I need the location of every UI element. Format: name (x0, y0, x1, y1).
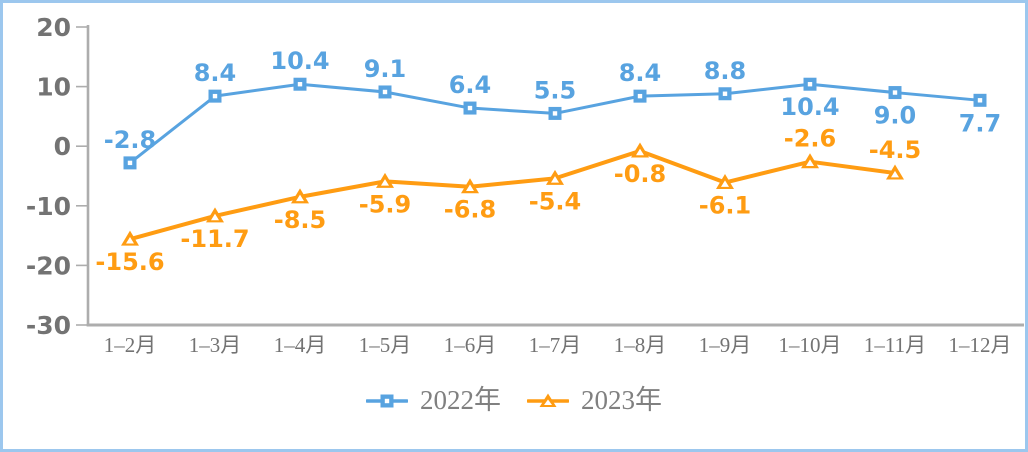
square-marker-center (382, 89, 388, 95)
x-tick-label: 1–4月 (274, 333, 327, 357)
legend-label-2023: 2023年 (581, 385, 662, 415)
value-label: -2.6 (784, 125, 836, 153)
triangle-marker-center (806, 159, 814, 166)
x-tick-label: 1–10月 (779, 333, 842, 357)
y-tick-label: 10 (36, 73, 71, 102)
value-label: -11.7 (180, 225, 249, 253)
value-label: 9.1 (364, 55, 407, 83)
square-marker-center (807, 82, 813, 87)
value-label: 5.5 (534, 76, 577, 104)
value-label: 8.4 (619, 59, 662, 87)
square-marker-center (977, 98, 983, 103)
value-label: -2.8 (104, 126, 156, 154)
legend-square-marker-icon (366, 394, 408, 407)
x-tick-label: 1–6月 (444, 333, 497, 357)
y-tick-label: 0 (54, 132, 71, 161)
triangle-marker-center (381, 179, 389, 186)
triangle-marker-center (551, 176, 559, 183)
series-2023年: -15.6 -11.7 -8.5 -5.9 -6.8 -5.4 -0.8 -6.1 -2.6 -4… (95, 125, 921, 276)
x-tick-label: 1–12月 (949, 333, 1012, 357)
y-tick-label: -30 (26, 311, 71, 340)
y-tick-label: -20 (26, 251, 71, 280)
x-tick-label: 1–9月 (699, 333, 752, 357)
value-label: 7.7 (959, 109, 1002, 137)
value-label: -6.8 (444, 196, 496, 224)
series-line (128, 148, 897, 242)
line-chart-canvas: 20 10 0 -10 -20 -30 1–2月 1–3月 1–4月 1–5月 1–6月 1–7月 1–… (26, 13, 1024, 357)
value-label: 8.8 (704, 57, 747, 85)
value-label: 8.4 (194, 59, 237, 87)
value-label: -6.1 (699, 192, 751, 220)
legend-item-2022[interactable]: 2022年 (366, 387, 501, 414)
triangle-marker-center (126, 236, 134, 244)
x-tick-label: 1–8月 (614, 333, 667, 357)
value-label: 10.4 (780, 93, 839, 121)
value-label: -4.5 (869, 136, 921, 164)
value-label: -0.8 (614, 160, 666, 188)
legend-label-2022: 2022年 (420, 385, 501, 415)
x-tick-label: 1–3月 (189, 333, 242, 357)
triangle-marker-center (636, 148, 644, 156)
legend-item-2023[interactable]: 2023年 (527, 387, 662, 414)
value-label: -5.4 (529, 187, 581, 215)
triangle-marker-center (466, 184, 474, 192)
x-tick-label: 1–2月 (104, 333, 157, 357)
x-tick-label: 1–7月 (529, 333, 582, 357)
square-marker-center (297, 82, 303, 87)
triangle-marker-center (296, 194, 304, 202)
square-marker-center (892, 90, 898, 95)
triangle-marker-center (721, 180, 729, 187)
square-marker-center (127, 160, 133, 166)
legend: 2022年 2023年 (3, 387, 1025, 414)
legend-triangle-marker-icon (527, 393, 569, 407)
square-marker-center (212, 93, 218, 99)
x-tick-label: 1–11月 (864, 333, 926, 357)
value-label: -5.9 (359, 190, 411, 218)
triangle-marker-center (891, 170, 899, 178)
square-marker-center (552, 111, 558, 116)
y-tick-label: -10 (26, 192, 71, 221)
y-tick-label: 20 (36, 13, 71, 42)
square-marker-center (722, 91, 728, 96)
square-marker-center (637, 93, 643, 99)
value-label: 10.4 (270, 47, 329, 75)
value-label: -15.6 (95, 248, 164, 276)
x-tick-label: 1–5月 (359, 333, 412, 357)
series-2022年: -2.8 8.4 10.4 9.1 6.4 5.5 8.4 8.8 10.4 9.0 7.7 (104, 47, 1002, 170)
value-label: 6.4 (449, 71, 492, 99)
square-marker-center (467, 105, 473, 111)
triangle-marker-center (211, 213, 219, 221)
value-label: 9.0 (874, 102, 917, 130)
value-label: -8.5 (274, 206, 326, 234)
